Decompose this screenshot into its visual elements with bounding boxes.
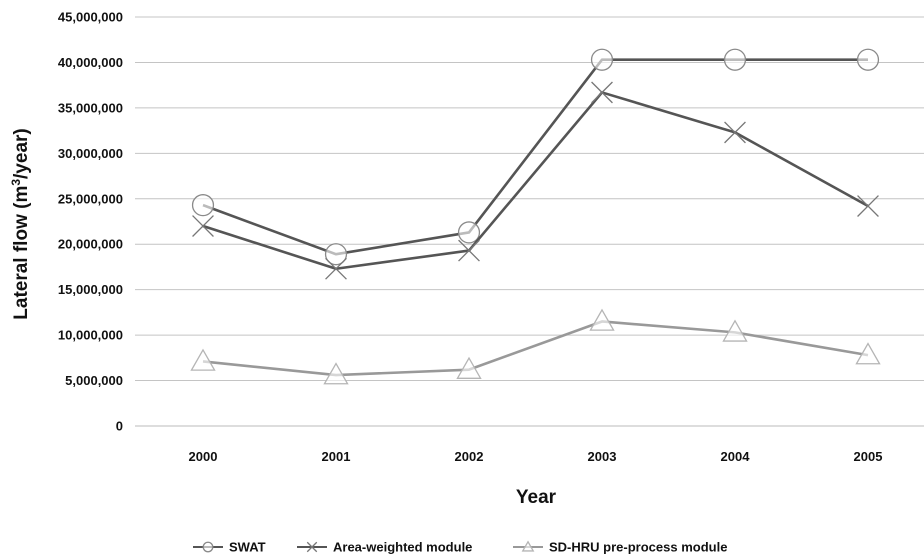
data-point-triangle: [521, 540, 535, 552]
x-tick-labels: 2000 2001 2002 2003 2004 2005: [189, 449, 883, 464]
gridlines: [135, 16, 924, 382]
y-tick-label: 35,000,000: [58, 100, 123, 115]
legend-item: SD-HRU pre-process module: [513, 540, 727, 555]
series-line: [202, 91, 869, 271]
series-triangle: [190, 308, 881, 385]
data-point-x: [325, 257, 347, 280]
y-tick-label: 40,000,000: [58, 55, 123, 70]
data-point-x: [306, 541, 318, 553]
series-line: [202, 320, 869, 377]
y-tick-label: 10,000,000: [58, 328, 123, 343]
data-point-triangle: [190, 348, 216, 371]
data-point-triangle: [456, 356, 482, 379]
data-point-circle: [723, 48, 747, 71]
x-tick-label: 2003: [588, 449, 617, 464]
data-point-circle: [590, 48, 614, 71]
x-tick-label: 2004: [721, 449, 751, 464]
x-tick-label: 2001: [322, 449, 351, 464]
series-line: [202, 58, 868, 256]
legend-label: SD-HRU pre-process module: [549, 540, 727, 555]
y-tick-label: 0: [116, 419, 123, 434]
y-tick-label: 30,000,000: [58, 146, 123, 161]
legend-label: SWAT: [229, 540, 266, 555]
y-tick-label: 5,000,000: [65, 373, 123, 388]
series-circle: [191, 48, 880, 266]
legend-item: SWAT: [193, 540, 266, 555]
series-x: [192, 81, 879, 280]
y-tick-label: 20,000,000: [58, 237, 123, 252]
data-point-circle: [856, 48, 880, 71]
data-point-circle: [191, 194, 215, 217]
y-axis-title-superscript: 3: [9, 179, 23, 186]
y-axis-title: Lateral flow (m3/year): [9, 128, 32, 319]
data-point-triangle: [323, 362, 349, 385]
data-point-triangle: [589, 308, 615, 331]
x-tick-label: 2002: [455, 449, 484, 464]
legend-label: Area-weighted module: [333, 540, 472, 555]
legend-item: Area-weighted module: [297, 540, 472, 555]
y-tick-label: 45,000,000: [58, 10, 123, 25]
data-point-x: [724, 121, 746, 144]
data-point-x: [591, 81, 613, 104]
data-point-triangle: [855, 342, 881, 365]
x-tick-label: 2000: [189, 449, 218, 464]
y-axis-title-tail: /year): [11, 128, 32, 179]
data-point-circle: [457, 221, 481, 244]
data-point-triangle: [722, 319, 748, 342]
y-tick-label: 15,000,000: [58, 282, 123, 297]
data-point-circle: [324, 243, 348, 266]
y-tick-labels: 0 5,000,000 10,000,000 15,000,000 20,000,000…: [58, 10, 123, 434]
x-tick-label: 2005: [854, 449, 883, 464]
y-axis-title-main: Lateral flow (m: [11, 186, 32, 320]
x-axis-title: Year: [516, 487, 557, 508]
y-tick-label: 25,000,000: [58, 191, 123, 206]
legend: SWAT Area-weighted module SD-HRU pre-proce…: [193, 540, 727, 555]
data-point-circle: [202, 541, 214, 553]
data-point-x: [458, 239, 480, 262]
series-group: [190, 48, 881, 385]
data-point-x: [192, 215, 214, 237]
data-point-x: [857, 195, 879, 217]
